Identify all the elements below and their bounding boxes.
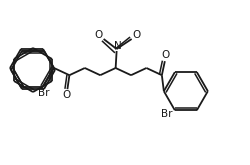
Text: N: N <box>114 41 122 51</box>
Text: O: O <box>62 90 70 100</box>
Text: O: O <box>132 30 141 40</box>
Text: Br: Br <box>38 88 50 98</box>
Text: O: O <box>162 50 170 60</box>
Text: Br: Br <box>161 109 172 119</box>
Text: O: O <box>94 30 103 40</box>
